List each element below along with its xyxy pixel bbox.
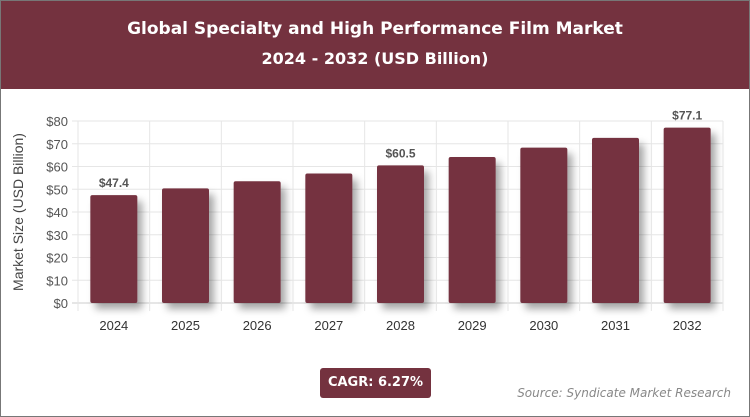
y-tick-label: $20: [46, 251, 68, 266]
x-tick-label: 2025: [171, 318, 200, 333]
bar-2025: [162, 188, 209, 303]
y-tick-label: $50: [46, 182, 68, 197]
x-tick-label: 2032: [673, 318, 702, 333]
x-tick-label: 2024: [99, 318, 128, 333]
y-tick-label: $40: [46, 205, 68, 220]
chart-title: Global Specialty and High Performance Fi…: [127, 19, 623, 39]
y-tick-label: $80: [46, 114, 68, 129]
chart-header: Global Specialty and High Performance Fi…: [1, 1, 749, 89]
x-tick-label: 2030: [529, 318, 558, 333]
data-label: $77.1: [672, 109, 702, 123]
chart-subtitle: 2024 - 2032 (USD Billion): [261, 49, 489, 68]
data-label: $60.5: [385, 146, 415, 160]
x-tick-label: 2029: [458, 318, 487, 333]
y-axis-title: Market Size (USD Billion): [10, 133, 26, 291]
y-tick-label: $0: [54, 296, 68, 311]
y-tick-label: $10: [46, 273, 68, 288]
bar-2024: [90, 195, 138, 303]
y-tick-label: $70: [46, 137, 68, 152]
bar-2026: [233, 181, 281, 303]
bar-2030: [520, 147, 568, 303]
y-tick-label: $30: [46, 228, 68, 243]
bar-2028: [377, 165, 424, 303]
data-label: $47.4: [99, 176, 129, 190]
x-tick-label: 2026: [243, 318, 272, 333]
cagr-badge: CAGR: 6.27%: [320, 368, 431, 398]
bar-2032: [663, 127, 711, 303]
x-tick-label: 2027: [314, 318, 343, 333]
x-tick-label: 2031: [601, 318, 630, 333]
bar-2027: [305, 173, 353, 303]
bar-2031: [592, 137, 639, 303]
y-tick-label: $60: [46, 160, 68, 175]
x-tick-label: 2028: [386, 318, 415, 333]
source-note: Source: Syndicate Market Research: [517, 386, 731, 400]
bar-2029: [448, 156, 496, 303]
